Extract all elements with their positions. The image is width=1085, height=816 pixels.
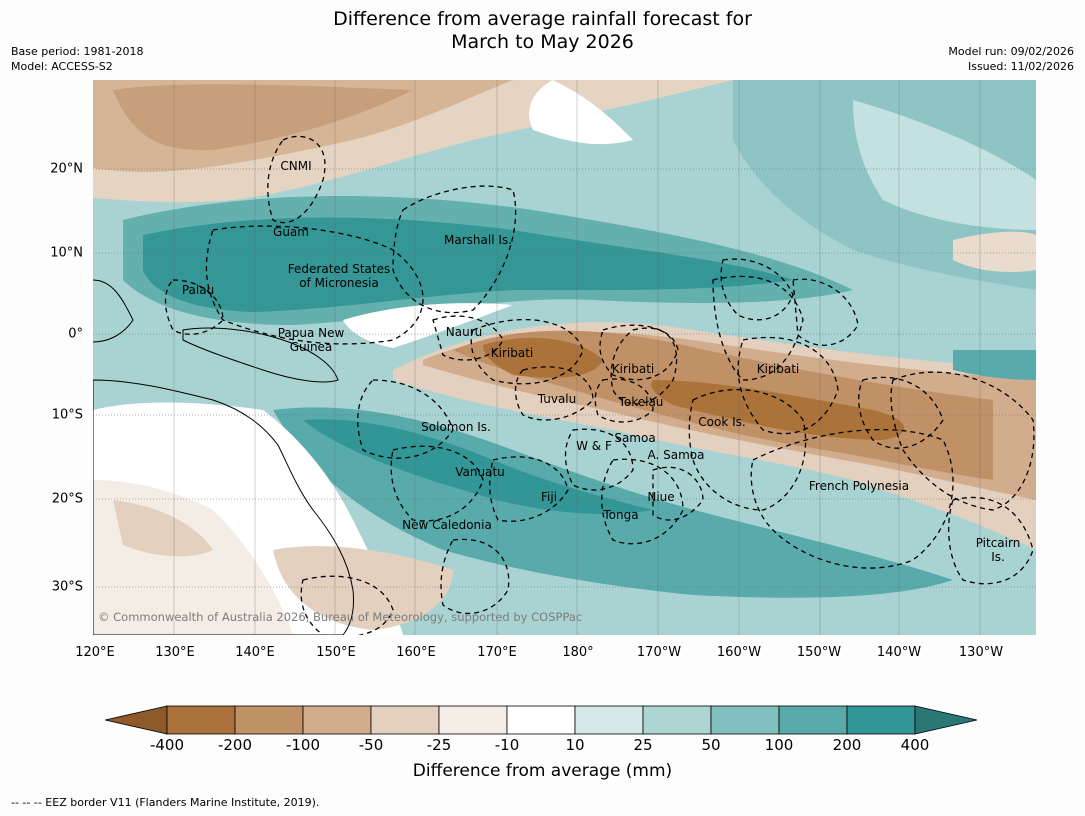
title-line-1: Difference from average rainfall forecas… bbox=[333, 8, 752, 30]
place-label-kiribati-central: Kiribati bbox=[611, 362, 655, 376]
place-label-guam: Guam bbox=[273, 225, 309, 239]
lon-label-170w: 170°W bbox=[636, 645, 682, 660]
place-label-kiribati-west: Kiribati bbox=[490, 346, 534, 360]
colorbar-label: Difference from average (mm) bbox=[412, 761, 673, 781]
lat-label-20n: 20°N bbox=[50, 161, 83, 177]
colorbar-tick-label: 50 bbox=[701, 736, 721, 754]
colorbar-tick-label: -50 bbox=[358, 736, 384, 754]
place-label-tuvalu: Tuvalu bbox=[537, 392, 577, 406]
colorbar-segment bbox=[506, 705, 576, 735]
colorbar-segment-min bbox=[104, 705, 168, 735]
colorbar-segment bbox=[642, 705, 712, 735]
place-label-samoa: Samoa bbox=[614, 431, 656, 445]
lat-label-0: 0° bbox=[68, 326, 83, 342]
colorbar-tick-label: -100 bbox=[285, 736, 321, 754]
colorbar-tick-label: 10 bbox=[565, 736, 585, 754]
lon-label-130e: 130°E bbox=[155, 645, 195, 660]
lon-label-160w: 160°W bbox=[716, 645, 762, 660]
chart-title: Difference from average rainfall forecas… bbox=[0, 8, 1085, 54]
colorbar-segment bbox=[438, 705, 508, 735]
lon-label-120e: 120°E bbox=[75, 645, 115, 660]
colorbar-tick-label: -200 bbox=[217, 736, 253, 754]
place-label-pitcairn: Pitcairn Is. bbox=[975, 536, 1021, 564]
lat-label-20s: 20°S bbox=[51, 491, 83, 507]
lon-label-140e: 140°E bbox=[235, 645, 275, 660]
lon-label-130w: 130°W bbox=[958, 645, 1004, 660]
colorbar-tick-label: 400 bbox=[900, 736, 930, 754]
title-line-2: March to May 2026 bbox=[451, 31, 634, 53]
lon-label-180: 180° bbox=[562, 645, 594, 660]
colorbar-graphic bbox=[104, 705, 978, 735]
place-label-new-caledonia: New Caledonia bbox=[402, 518, 492, 532]
colorbar-tick-label: 200 bbox=[832, 736, 862, 754]
lon-label-150w: 150°W bbox=[796, 645, 842, 660]
colorbar-tick-label: -25 bbox=[426, 736, 452, 754]
colorbar-segment bbox=[370, 705, 440, 735]
place-label-kiribati-east: Kiribati bbox=[756, 362, 800, 376]
base-period: Base period: 1981-2018 bbox=[11, 45, 144, 58]
colorbar-tick-label: -10 bbox=[494, 736, 520, 754]
lat-label-30s: 30°S bbox=[51, 579, 83, 595]
issued-date: Issued: 11/02/2026 bbox=[967, 60, 1074, 73]
colorbar-segment bbox=[574, 705, 644, 735]
model-run: Model run: 09/02/2026 bbox=[948, 45, 1074, 58]
eez-borders bbox=[164, 135, 1035, 635]
place-label-fiji: Fiji bbox=[540, 490, 558, 504]
lat-label-10s: 10°S bbox=[51, 407, 83, 423]
colorbar bbox=[104, 700, 980, 740]
place-label-nauru: Nauru bbox=[445, 325, 483, 339]
copyright-credit: © Commonwealth of Australia 2026, Bureau… bbox=[98, 610, 583, 624]
meta-left: Base period: 1981-2018 Model: ACCESS-S2 bbox=[11, 44, 143, 74]
lon-label-150e: 150°E bbox=[316, 645, 356, 660]
place-label-png: Papua New Guinea bbox=[277, 326, 345, 354]
place-label-wallis-futuna: W & F bbox=[576, 439, 612, 453]
place-label-cook-islands: Cook Is. bbox=[698, 415, 746, 429]
lat-label-10n: 10°N bbox=[50, 245, 83, 261]
meta-right: Model run: 09/02/2026 Issued: 11/02/2026 bbox=[948, 44, 1074, 74]
colorbar-segment bbox=[166, 705, 236, 735]
place-label-fsm: Federated States of Micronesia bbox=[287, 262, 391, 290]
place-label-cnmi: CNMI bbox=[280, 159, 312, 173]
colorbar-segment bbox=[710, 705, 780, 735]
colorbar-tick-label: 100 bbox=[764, 736, 794, 754]
place-label-solomon: Solomon Is. bbox=[421, 420, 491, 434]
colorbar-tick-label: 25 bbox=[633, 736, 653, 754]
place-label-american-samoa: A. Samoa bbox=[647, 448, 705, 462]
eez-footnote: -- -- -- EEZ border V11 (Flanders Marine… bbox=[11, 796, 320, 809]
place-label-tokelau: Tokelau bbox=[618, 395, 664, 409]
place-label-vanuatu: Vanuatu bbox=[455, 465, 505, 479]
lon-label-170e: 170°E bbox=[477, 645, 517, 660]
colorbar-segment bbox=[846, 705, 916, 735]
lon-label-140w: 140°W bbox=[876, 645, 922, 660]
colorbar-segment bbox=[778, 705, 848, 735]
place-label-niue: Niue bbox=[647, 490, 675, 504]
place-label-french-polynesia: French Polynesia bbox=[808, 479, 910, 493]
colorbar-tick-label: -400 bbox=[149, 736, 185, 754]
place-label-tonga: Tonga bbox=[603, 508, 639, 522]
colorbar-segment-max bbox=[914, 705, 978, 735]
colorbar-segment bbox=[234, 705, 304, 735]
colorbar-segment bbox=[302, 705, 372, 735]
rainfall-anomaly-field bbox=[93, 80, 1036, 635]
rainfall-map: CNMI Guam Marshall Is. Federated States … bbox=[93, 80, 1036, 635]
model-name: Model: ACCESS-S2 bbox=[11, 60, 113, 73]
place-label-palau: Palau bbox=[181, 283, 215, 297]
place-label-marshall: Marshall Is. bbox=[444, 233, 512, 247]
lon-label-160e: 160°E bbox=[396, 645, 436, 660]
